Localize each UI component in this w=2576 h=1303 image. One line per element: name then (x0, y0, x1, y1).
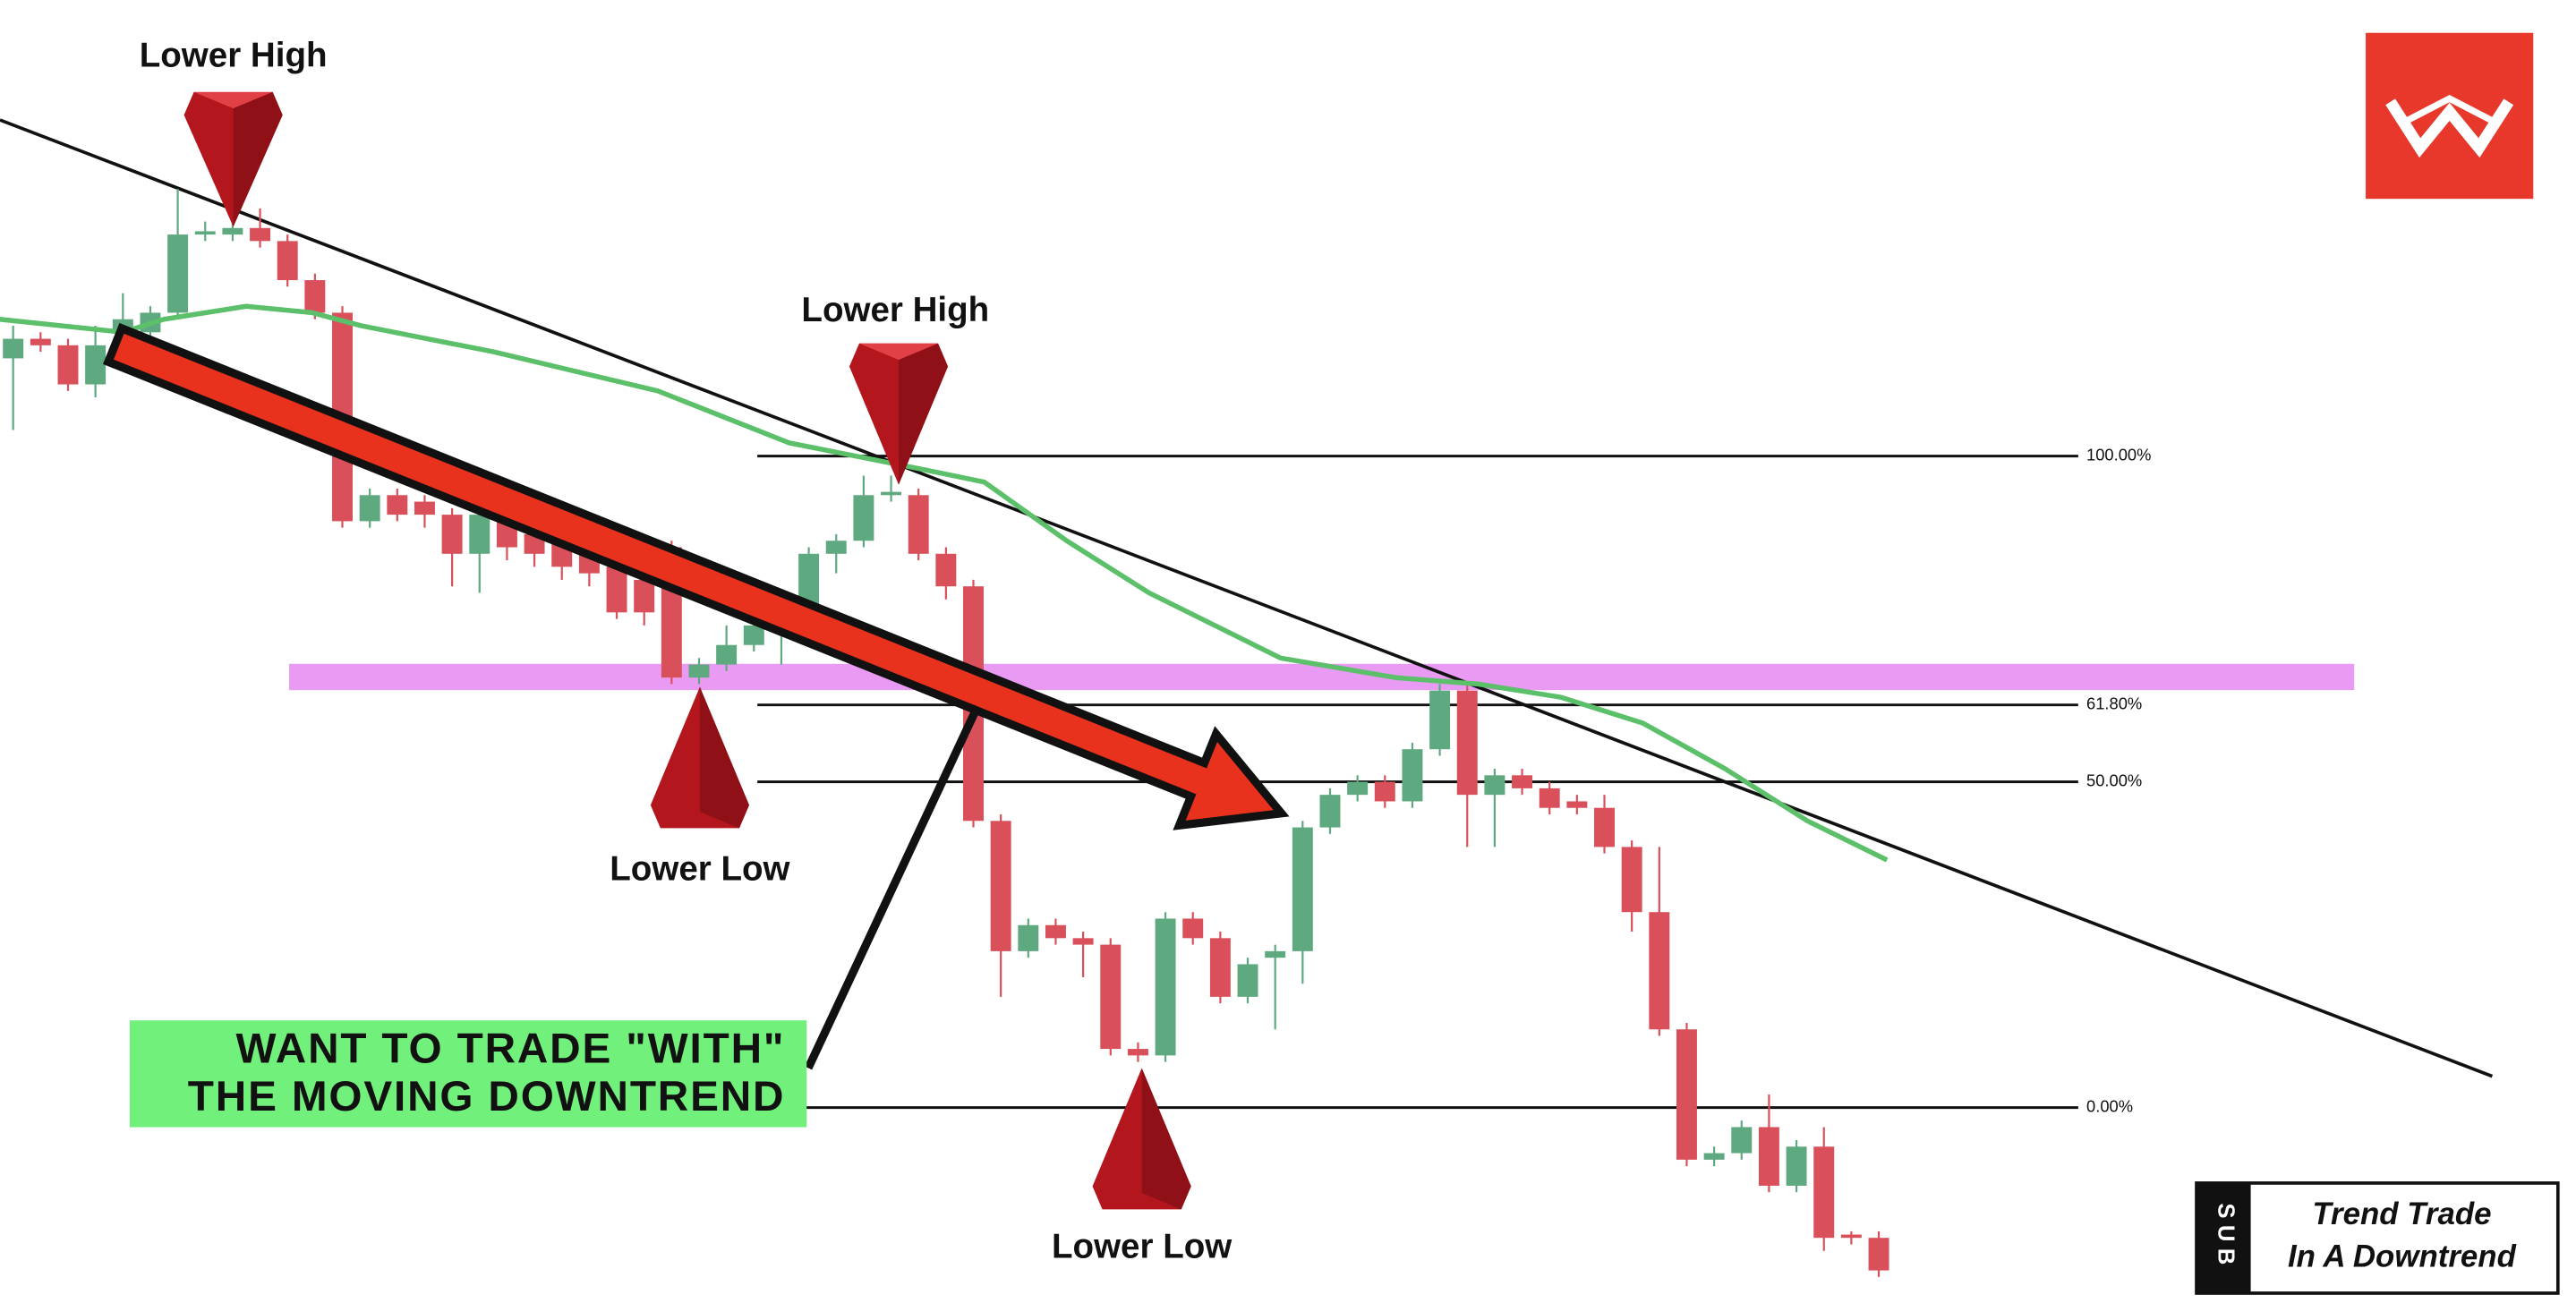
candle-body (1319, 795, 1341, 828)
candle-body (1402, 749, 1423, 802)
candle-body (634, 579, 655, 613)
candle-body (250, 227, 271, 242)
candle-body (1072, 938, 1094, 945)
candle-body (194, 231, 216, 235)
down-marker (849, 343, 949, 485)
candle-body (1429, 690, 1451, 750)
callout-text: THE MOVING DOWNTREND (188, 1073, 786, 1120)
candle-body (1045, 924, 1066, 939)
support-zone (289, 663, 2355, 691)
candle-body (30, 338, 51, 345)
candle-body (1484, 775, 1506, 796)
fib-label: 100.00% (2086, 445, 2151, 464)
candle-body (1594, 807, 1615, 847)
candle-body (359, 495, 380, 522)
annotation: Lower Low (1052, 1228, 1233, 1266)
candle-body (1703, 1153, 1725, 1160)
candle-body (1456, 690, 1478, 796)
down-marker (183, 91, 283, 227)
callout-pointer (804, 704, 982, 1070)
candle-body (825, 541, 847, 554)
candle-body (716, 644, 738, 665)
candle-body (469, 515, 490, 554)
candle-body (57, 345, 79, 385)
candle-body (935, 553, 957, 587)
candle-body (1209, 938, 1231, 997)
candle-body (1868, 1238, 1889, 1271)
candle-body (1100, 944, 1122, 1050)
candle-body (1292, 827, 1313, 951)
candle-body (1566, 801, 1588, 808)
candle-body (1621, 847, 1642, 913)
candle-body (1512, 775, 1533, 788)
candle-body (908, 495, 929, 554)
callout-box (130, 1020, 807, 1128)
candle-body (1374, 781, 1395, 802)
candle-body (1676, 1029, 1697, 1160)
caption-text: In A Downtrend (2288, 1239, 2517, 1274)
candle-body (1347, 781, 1369, 796)
fib-label: 0.00% (2086, 1096, 2133, 1115)
candle-body (441, 515, 463, 554)
candle-body (688, 664, 710, 678)
caption-badge: SUB Trend Trade In A Downtrend (2195, 1181, 2560, 1295)
callout-text: WANT TO TRADE "WITH" (236, 1026, 786, 1073)
candle-body (1786, 1146, 1807, 1186)
candle-body (1539, 788, 1560, 808)
candle-body (387, 495, 408, 515)
candle-body (1127, 1049, 1148, 1056)
candle-body (1237, 964, 1258, 997)
candle-body (1840, 1234, 1862, 1239)
up-marker (1092, 1068, 1191, 1210)
candle-body (3, 338, 24, 359)
fib-label: 61.80% (2086, 694, 2142, 713)
caption-text: Trend Trade (2312, 1197, 2491, 1231)
candle-body (881, 491, 902, 496)
badge-text: SUB (2213, 1203, 2238, 1271)
candle-body (85, 345, 107, 385)
candle-body (990, 821, 1011, 951)
candle-body (1731, 1127, 1753, 1154)
candle-body (414, 501, 435, 515)
fib-label: 50.00% (2086, 771, 2142, 789)
candle-body (743, 625, 764, 645)
candle-body (1813, 1146, 1835, 1239)
candle-body (1265, 950, 1286, 958)
candle-body (1155, 918, 1176, 1056)
candle-body (853, 495, 874, 541)
annotation: Lower High (140, 36, 328, 74)
candle-body (277, 241, 298, 281)
up-marker (650, 686, 749, 829)
downtrend-arrow (102, 322, 1290, 830)
annotation: Lower Low (610, 849, 790, 888)
candle-body (1018, 924, 1039, 951)
logo (2366, 32, 2534, 200)
candle-body (167, 234, 189, 313)
candle-body (1758, 1127, 1779, 1186)
candle-body (222, 227, 243, 235)
candle-body (304, 280, 326, 313)
candle-body (1182, 918, 1204, 939)
annotation: Lower High (801, 291, 989, 329)
candle-body (1649, 912, 1670, 1030)
moving-average (0, 303, 1889, 863)
candle-body (606, 566, 627, 613)
trend-line (0, 118, 2494, 1078)
